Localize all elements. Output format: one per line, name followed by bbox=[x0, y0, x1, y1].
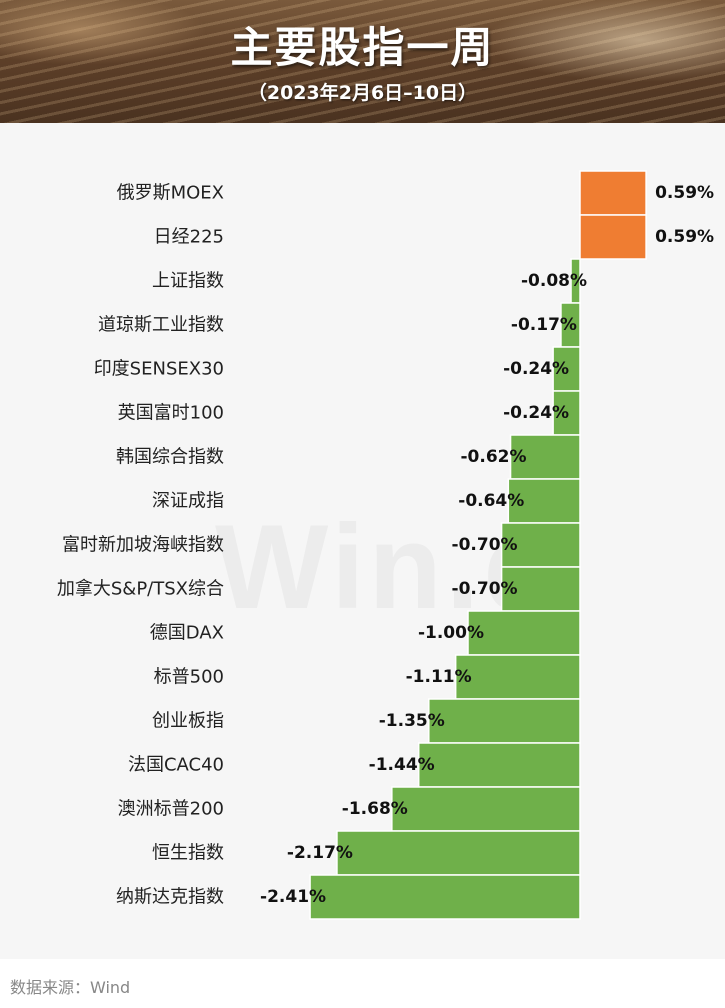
header-banner: 主要股指一周 （2023年2月6日–10日） bbox=[0, 0, 725, 123]
source-note: 数据来源：Wind bbox=[10, 978, 131, 997]
category-label: 创业板指 bbox=[152, 711, 224, 732]
bar-9 bbox=[500, 566, 581, 612]
category-label: 纳斯达克指数 bbox=[116, 887, 224, 908]
value-label: -0.62% bbox=[461, 447, 527, 467]
bar-8 bbox=[500, 522, 581, 568]
bar-13 bbox=[417, 742, 581, 788]
page-subtitle: （2023年2月6日–10日） bbox=[247, 82, 478, 104]
category-label: 恒生指数 bbox=[152, 843, 224, 864]
value-label: -1.00% bbox=[418, 623, 484, 643]
value-label: 0.59% bbox=[655, 227, 714, 247]
bar-7 bbox=[507, 478, 581, 524]
category-label: 法国CAC40 bbox=[128, 755, 224, 776]
category-label: 德国DAX bbox=[150, 623, 224, 644]
value-label: -0.24% bbox=[503, 403, 569, 423]
value-label: -0.24% bbox=[503, 359, 569, 379]
category-label: 道琼斯工业指数 bbox=[98, 315, 224, 336]
category-label: 日经225 bbox=[154, 227, 224, 248]
bar-0 bbox=[579, 170, 647, 216]
category-label: 富时新加坡海峡指数 bbox=[62, 535, 224, 556]
category-label: 澳洲标普200 bbox=[118, 799, 224, 820]
value-label: -0.64% bbox=[458, 491, 524, 511]
bar-1 bbox=[579, 214, 647, 260]
category-label: 俄罗斯MOEX bbox=[117, 183, 224, 204]
bar-11 bbox=[454, 654, 581, 700]
page-title: 主要股指一周 bbox=[230, 23, 495, 72]
bar-5 bbox=[552, 390, 581, 436]
value-label: -0.70% bbox=[452, 535, 518, 555]
value-label: -1.35% bbox=[379, 711, 445, 731]
value-label: -0.17% bbox=[511, 315, 577, 335]
category-label: 英国富时100 bbox=[118, 403, 224, 424]
bar-4 bbox=[552, 346, 581, 392]
value-label: -1.68% bbox=[342, 799, 408, 819]
value-label: 0.59% bbox=[655, 183, 714, 203]
value-label: -1.11% bbox=[406, 667, 472, 687]
bar-chart: 俄罗斯MOEX 0.59% 日经225 0.59% 上证指数 -0.08% 道琼斯工业指数 -… bbox=[57, 170, 714, 920]
bar-6 bbox=[509, 434, 581, 480]
value-label: -1.44% bbox=[369, 755, 435, 775]
value-label: -0.08% bbox=[521, 271, 587, 291]
bar-10 bbox=[467, 610, 581, 656]
category-label: 深证成指 bbox=[152, 491, 224, 512]
value-label: -2.17% bbox=[287, 843, 353, 863]
value-label: -0.70% bbox=[452, 579, 518, 599]
category-label: 印度SENSEX30 bbox=[94, 359, 224, 380]
category-label: 标普500 bbox=[154, 667, 224, 688]
category-label: 韩国综合指数 bbox=[116, 447, 224, 468]
bar-14 bbox=[391, 786, 581, 832]
bar-16 bbox=[309, 874, 581, 920]
bar-12 bbox=[428, 698, 581, 744]
category-label: 加拿大S&P/TSX综合 bbox=[57, 578, 224, 600]
value-label: -2.41% bbox=[260, 887, 326, 907]
bar-15 bbox=[336, 830, 581, 876]
category-label: 上证指数 bbox=[152, 271, 224, 292]
